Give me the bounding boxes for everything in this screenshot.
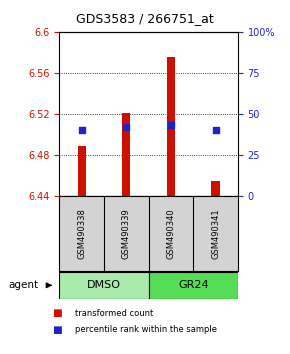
Text: GSM490341: GSM490341 [211,208,220,259]
FancyBboxPatch shape [59,272,148,299]
Point [124,124,129,129]
Text: agent: agent [9,280,39,290]
Text: ■: ■ [52,308,62,318]
Text: percentile rank within the sample: percentile rank within the sample [75,325,218,335]
Text: GSM490339: GSM490339 [122,208,131,259]
Text: GR24: GR24 [178,280,209,290]
Point [79,127,84,132]
Text: ■: ■ [52,325,62,335]
Bar [211,181,220,196]
Text: GDS3583 / 266751_at: GDS3583 / 266751_at [76,12,214,25]
Text: GSM490338: GSM490338 [77,208,86,259]
FancyBboxPatch shape [148,272,238,299]
Bar [122,113,130,196]
Point [168,122,173,128]
Text: transformed count: transformed count [75,309,154,318]
Text: GSM490340: GSM490340 [166,208,175,259]
Point [213,127,218,132]
Bar [78,146,86,196]
Text: DMSO: DMSO [87,280,121,290]
Bar [167,57,175,196]
